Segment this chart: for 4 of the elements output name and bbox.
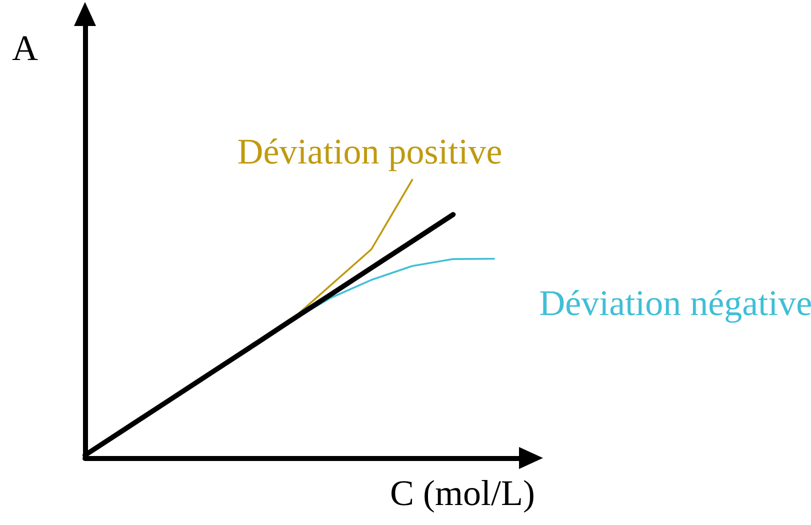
- x-axis-title: C (mol/L): [390, 473, 535, 513]
- y-axis-title: A: [12, 28, 38, 68]
- series-label: Déviation positive: [237, 132, 502, 172]
- series-label: Déviation négative: [539, 282, 811, 323]
